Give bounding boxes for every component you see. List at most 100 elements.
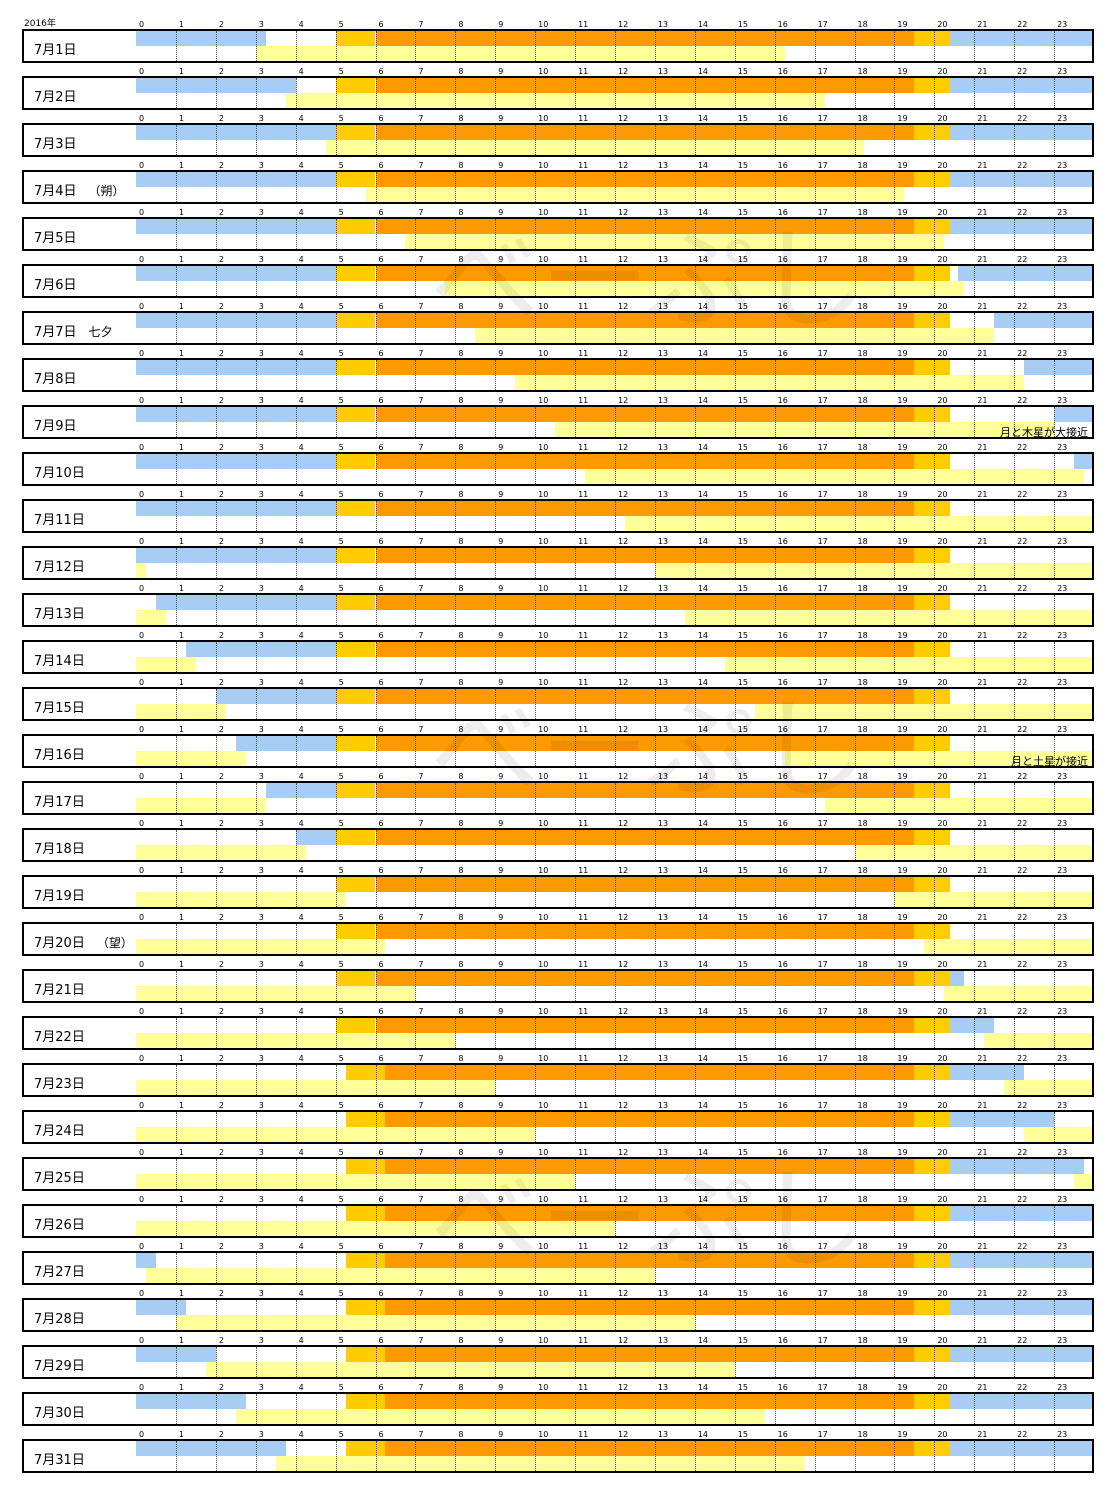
hour-tick-label: 10 bbox=[538, 678, 549, 687]
hour-gridline bbox=[814, 313, 816, 343]
moon-segment bbox=[405, 234, 945, 249]
hour-tick-label: 16 bbox=[777, 302, 788, 311]
hour-tick-label: 2 bbox=[218, 161, 224, 170]
day-box: 7月6日 bbox=[22, 264, 1094, 298]
hour-gridline bbox=[734, 924, 736, 954]
hour-tick-label: 8 bbox=[458, 67, 464, 76]
date-label: 7月8日 bbox=[34, 368, 77, 387]
hour-tick-label: 22 bbox=[1017, 114, 1028, 123]
night-segment bbox=[994, 313, 1092, 328]
hour-tick-label: 13 bbox=[657, 302, 669, 311]
hour-tick-label: 5 bbox=[338, 20, 344, 29]
hour-tick-label: 0 bbox=[139, 67, 145, 76]
hour-gridline bbox=[575, 548, 577, 578]
date-text: 7月14日 bbox=[34, 654, 85, 669]
hour-tick-label: 17 bbox=[817, 584, 828, 593]
hour-tick-label: 6 bbox=[378, 913, 384, 922]
hour-gridline bbox=[495, 1347, 497, 1377]
hour-tick-label: 17 bbox=[817, 1289, 828, 1298]
hour-tick-label: 9 bbox=[498, 396, 504, 405]
hour-gridline bbox=[615, 971, 616, 1001]
hour-gridline bbox=[415, 266, 417, 296]
hour-gridline bbox=[814, 1253, 816, 1283]
hour-gridline bbox=[814, 689, 816, 719]
hour-gridline bbox=[455, 1347, 457, 1377]
hour-tick-label: 0 bbox=[139, 772, 145, 781]
moon-segment bbox=[136, 986, 416, 1001]
hour-tick-label: 0 bbox=[139, 1148, 145, 1157]
hour-gridline bbox=[694, 78, 696, 108]
hour-gridline bbox=[814, 1394, 816, 1424]
hour-gridline bbox=[774, 360, 776, 390]
hour-tick-label: 12 bbox=[618, 1336, 629, 1345]
date-label: 7月10日 bbox=[34, 462, 85, 481]
hour-tick-label: 2 bbox=[218, 960, 224, 969]
hour-tick-label: 20 bbox=[937, 584, 948, 593]
day-box: 7月26日 bbox=[22, 1204, 1094, 1238]
hour-gridline bbox=[894, 736, 896, 766]
hour-gridline bbox=[934, 172, 936, 202]
hour-gridline bbox=[455, 1112, 457, 1142]
hour-gridline bbox=[335, 313, 337, 343]
hour-tick-label: 15 bbox=[737, 1195, 748, 1204]
night-segment bbox=[950, 971, 965, 986]
hour-tick-label: 21 bbox=[977, 1383, 988, 1392]
hour-tick-label: 23 bbox=[1057, 1336, 1068, 1345]
date-label: 7月5日 bbox=[34, 227, 77, 246]
hour-tick-label: 0 bbox=[139, 490, 145, 499]
hour-tick-label: 9 bbox=[498, 1101, 504, 1110]
hour-tick-label: 9 bbox=[498, 20, 504, 29]
date-label: 7月14日 bbox=[34, 650, 85, 669]
hour-tick-label: 5 bbox=[338, 1101, 344, 1110]
hour-gridline bbox=[215, 31, 217, 61]
hour-gridline bbox=[854, 125, 856, 155]
moon-segment bbox=[136, 845, 306, 860]
hour-gridline bbox=[495, 642, 497, 672]
night-segment bbox=[950, 1253, 1092, 1268]
hour-tick-label: 23 bbox=[1057, 960, 1068, 969]
hour-tick-label: 7 bbox=[418, 255, 424, 264]
hour-tick-label: 16 bbox=[777, 1054, 788, 1063]
hour-gridline bbox=[295, 219, 297, 249]
hour-gridline bbox=[654, 924, 656, 954]
hour-tick-label: 7 bbox=[418, 1430, 424, 1439]
hour-tick-label: 20 bbox=[937, 866, 948, 875]
hour-tick-label: 19 bbox=[897, 1242, 908, 1251]
hour-tick-label: 16 bbox=[777, 1430, 788, 1439]
hour-gridline bbox=[575, 407, 577, 437]
date-label: 7月17日 bbox=[34, 791, 85, 810]
hour-gridline bbox=[255, 1394, 257, 1424]
hour-gridline bbox=[615, 924, 616, 954]
hour-gridline bbox=[694, 1206, 696, 1236]
moon-segment bbox=[515, 375, 1025, 390]
hour-tick-label: 11 bbox=[578, 255, 589, 264]
hour-tick-label: 2 bbox=[218, 913, 224, 922]
hour-tick-label: 6 bbox=[378, 1054, 384, 1063]
hour-gridline bbox=[854, 219, 856, 249]
twilight-segment bbox=[914, 1300, 951, 1315]
hour-tick-label: 16 bbox=[777, 678, 788, 687]
hour-gridline bbox=[415, 642, 417, 672]
hour-gridline bbox=[455, 689, 457, 719]
hour-gridline bbox=[335, 830, 337, 860]
hour-tick-label: 10 bbox=[538, 537, 549, 546]
hour-tick-label: 0 bbox=[139, 1054, 145, 1063]
hour-tick-label: 8 bbox=[458, 396, 464, 405]
hour-gridline bbox=[255, 266, 257, 296]
hour-axis: 0 1 2 3 4 5 6 7 8 9 10 11 12 13 14 15 16 17 18 19 20 21 22 23 bbox=[0, 1195, 1115, 1207]
hour-gridline bbox=[575, 1394, 577, 1424]
moon-segment bbox=[854, 845, 1092, 860]
hour-gridline bbox=[734, 971, 736, 1001]
date-label: 7月30日 bbox=[34, 1402, 85, 1421]
hour-gridline bbox=[934, 783, 936, 813]
hour-tick-label: 6 bbox=[378, 1007, 384, 1016]
twilight-segment bbox=[335, 736, 376, 751]
hour-gridline bbox=[375, 830, 377, 860]
time-bar bbox=[136, 1159, 1092, 1189]
hour-tick-label: 4 bbox=[298, 772, 304, 781]
time-bar bbox=[136, 266, 1092, 296]
hour-tick-label: 22 bbox=[1017, 1101, 1028, 1110]
hour-gridline bbox=[894, 783, 896, 813]
hour-gridline bbox=[535, 1347, 537, 1377]
hour-gridline bbox=[615, 548, 616, 578]
